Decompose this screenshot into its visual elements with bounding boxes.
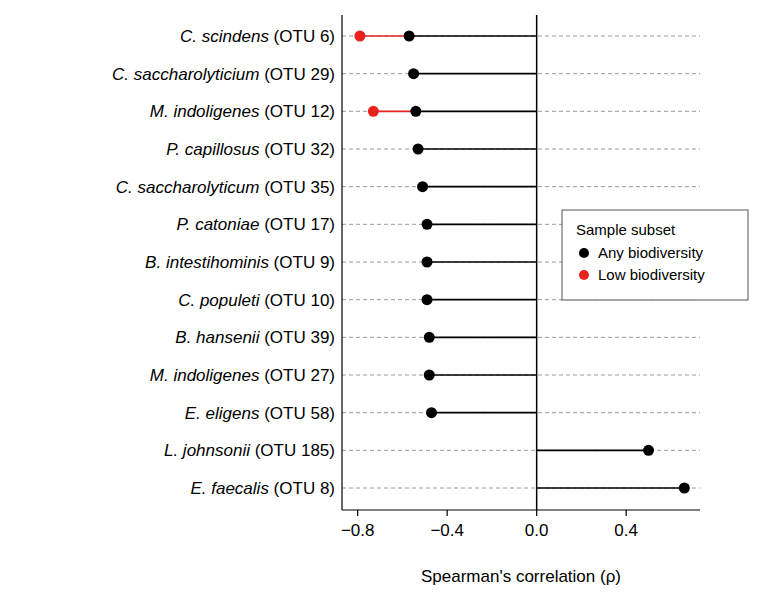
category-label: C. saccharolyticium (OTU 29) xyxy=(112,65,335,84)
otu: (OTU 39) xyxy=(259,328,335,347)
x-tick-label: 0.0 xyxy=(525,521,549,540)
otu: (OTU 12) xyxy=(259,102,335,121)
species: P. catoniae xyxy=(177,215,260,234)
legend-marker xyxy=(579,248,589,258)
point xyxy=(426,407,437,418)
category-label: C. populeti (OTU 10) xyxy=(178,291,335,310)
x-tick-label: −0.8 xyxy=(341,521,375,540)
point xyxy=(410,106,421,117)
grid-line xyxy=(342,375,700,376)
otu: (OTU 185) xyxy=(250,441,335,460)
stem xyxy=(427,261,537,263)
stem xyxy=(537,487,685,489)
category-label: M. indoligenes (OTU 12) xyxy=(150,102,335,121)
x-tick xyxy=(536,510,537,516)
point xyxy=(424,332,435,343)
category-label: P. catoniae (OTU 17) xyxy=(177,215,335,234)
point xyxy=(404,31,415,42)
otu: (OTU 9) xyxy=(269,253,335,272)
species: C. saccharolyticium xyxy=(112,65,259,84)
x-axis xyxy=(342,509,700,510)
stem xyxy=(360,35,409,37)
species: E. eligens xyxy=(185,404,260,423)
otu: (OTU 27) xyxy=(259,366,335,385)
category-label: E. faecalis (OTU 8) xyxy=(190,479,335,498)
category-label: P. capillosus (OTU 32) xyxy=(166,140,335,159)
x-tick xyxy=(357,510,358,516)
point xyxy=(422,219,433,230)
x-tick-label: −0.4 xyxy=(430,521,464,540)
legend-label: Any biodiversity xyxy=(598,244,704,261)
stem xyxy=(416,111,537,113)
legend-label: Low biodiversity xyxy=(598,266,705,283)
stem xyxy=(429,337,536,339)
stem xyxy=(432,412,537,414)
stem xyxy=(429,374,536,376)
grid-line xyxy=(342,337,700,338)
stem xyxy=(537,450,649,452)
category-label: M. indoligenes (OTU 27) xyxy=(150,366,335,385)
x-tick xyxy=(626,510,627,516)
point xyxy=(354,31,365,42)
otu: (OTU 35) xyxy=(259,178,335,197)
x-tick-label: 0.4 xyxy=(614,521,638,540)
species: B. intestihominis xyxy=(145,253,269,272)
point xyxy=(417,181,428,192)
x-axis-label: Spearman's correlation (ρ) xyxy=(421,567,621,586)
otu: (OTU 17) xyxy=(259,215,335,234)
grid-line xyxy=(342,186,700,187)
chart: C. scindens (OTU 6) C. saccharolyticium (… xyxy=(0,0,770,596)
category-label: L. johnsonii (OTU 185) xyxy=(164,441,335,460)
grid-line xyxy=(342,111,700,112)
legend-marker xyxy=(579,270,589,280)
grid-line xyxy=(342,73,700,74)
species: E. faecalis xyxy=(190,479,269,498)
category-label: C. scindens (OTU 6) xyxy=(180,27,335,46)
category-label: B. intestihominis (OTU 9) xyxy=(145,253,335,272)
stem xyxy=(409,35,537,37)
species: C. saccharolyticum xyxy=(116,178,260,197)
legend-title: Sample subset xyxy=(576,221,676,238)
stem xyxy=(418,148,537,150)
otu: (OTU 29) xyxy=(259,65,335,84)
category-label: C. saccharolyticum (OTU 35) xyxy=(116,178,335,197)
otu: (OTU 8) xyxy=(269,479,335,498)
grid-line xyxy=(342,149,700,150)
stem xyxy=(414,73,537,75)
point xyxy=(422,257,433,268)
point xyxy=(413,144,424,155)
point xyxy=(679,483,690,494)
species: C. populeti xyxy=(178,291,260,310)
legend: Sample subset Any biodiversity Low biodive… xyxy=(562,210,748,300)
category-label: B. hansenii (OTU 39) xyxy=(175,328,335,347)
grid-line xyxy=(342,36,700,37)
stem xyxy=(427,299,537,301)
stem xyxy=(423,186,537,188)
stem xyxy=(427,224,537,226)
point xyxy=(368,106,379,117)
species: B. hansenii xyxy=(175,328,260,347)
grid-line xyxy=(342,488,700,489)
category-label: E. eligens (OTU 58) xyxy=(185,404,335,423)
species: P. capillosus xyxy=(166,140,260,159)
point xyxy=(408,68,419,79)
species: M. indoligenes xyxy=(150,366,260,385)
species: C. scindens xyxy=(180,27,269,46)
y-axis xyxy=(341,15,342,510)
grid-line xyxy=(342,412,700,413)
point xyxy=(422,294,433,305)
legend-box xyxy=(562,210,748,300)
otu: (OTU 6) xyxy=(269,27,335,46)
point xyxy=(643,445,654,456)
species: M. indoligenes xyxy=(150,102,260,121)
otu: (OTU 10) xyxy=(259,291,335,310)
otu: (OTU 58) xyxy=(259,404,335,423)
x-tick xyxy=(447,510,448,516)
stem xyxy=(373,111,416,113)
species: L. johnsonii xyxy=(164,441,251,460)
otu: (OTU 32) xyxy=(259,140,335,159)
point xyxy=(424,370,435,381)
